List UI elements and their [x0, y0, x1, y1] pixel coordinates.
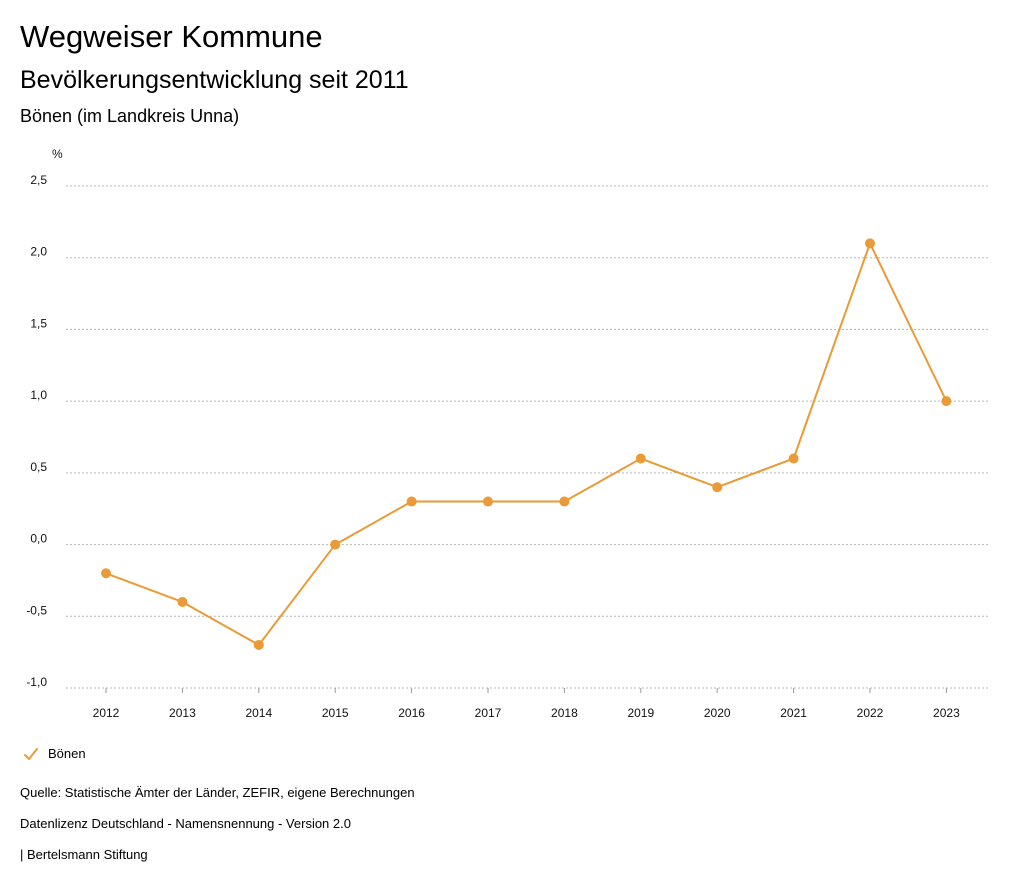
data-point — [712, 482, 723, 493]
data-point — [865, 238, 875, 249]
line-chart: % -1,0 -0,5 0,0 0,5 1,0 1,5 2,0 2,5 2012 2013 2014 2… — [26, 147, 990, 720]
x-tick-label: 2013 — [169, 706, 196, 720]
page-title: Wegweiser Kommune — [20, 19, 323, 54]
data-point — [253, 639, 264, 650]
data-point — [177, 596, 188, 607]
data-point — [635, 453, 646, 464]
x-tick-label: 2020 — [704, 706, 731, 720]
source-note: Quelle: Statistische Ämter der Länder, Z… — [20, 785, 415, 800]
chart-legend[interactable]: Bönen — [22, 744, 86, 764]
x-tick-label: 2023 — [933, 706, 960, 720]
y-tick-label: 1,0 — [30, 388, 47, 402]
data-point — [101, 568, 111, 579]
checkmark-icon — [24, 748, 38, 760]
x-tick-label: 2021 — [780, 706, 807, 720]
y-axis-unit-label: % — [52, 147, 63, 161]
data-point — [941, 396, 952, 407]
y-tick-label: 0,5 — [30, 460, 47, 474]
series-line — [105, 242, 948, 646]
y-tick-label: 2,5 — [30, 173, 47, 187]
x-tick-label: 2019 — [627, 706, 654, 720]
x-tick-label: 2018 — [551, 706, 578, 720]
y-tick-label: 2,0 — [30, 245, 47, 259]
legend-label: Bönen — [48, 746, 86, 761]
data-point — [559, 496, 570, 507]
x-tick-label: 2022 — [857, 706, 884, 720]
x-tick-label: 2015 — [322, 706, 349, 720]
data-point — [406, 496, 417, 507]
license-note: Datenlizenz Deutschland - Namensnennung … — [20, 816, 351, 831]
region-label: Bönen (im Landkreis Unna) — [20, 106, 240, 126]
y-tick-label: -1,0 — [26, 675, 47, 689]
data-point — [330, 539, 341, 550]
data-point — [788, 453, 799, 464]
y-tick-label: 0,0 — [30, 532, 47, 546]
chart-subtitle: Bevölkerungsentwicklung seit 2011 — [20, 66, 409, 94]
x-tick-label: 2016 — [398, 706, 425, 720]
publisher-note: | Bertelsmann Stiftung — [20, 847, 148, 862]
y-tick-label: 1,5 — [30, 316, 47, 330]
x-tick-label: 2014 — [245, 706, 272, 720]
data-point — [483, 496, 493, 507]
x-tick-label: 2017 — [475, 706, 502, 720]
y-tick-label: -0,5 — [26, 603, 47, 617]
x-tick-label: 2012 — [93, 706, 120, 720]
